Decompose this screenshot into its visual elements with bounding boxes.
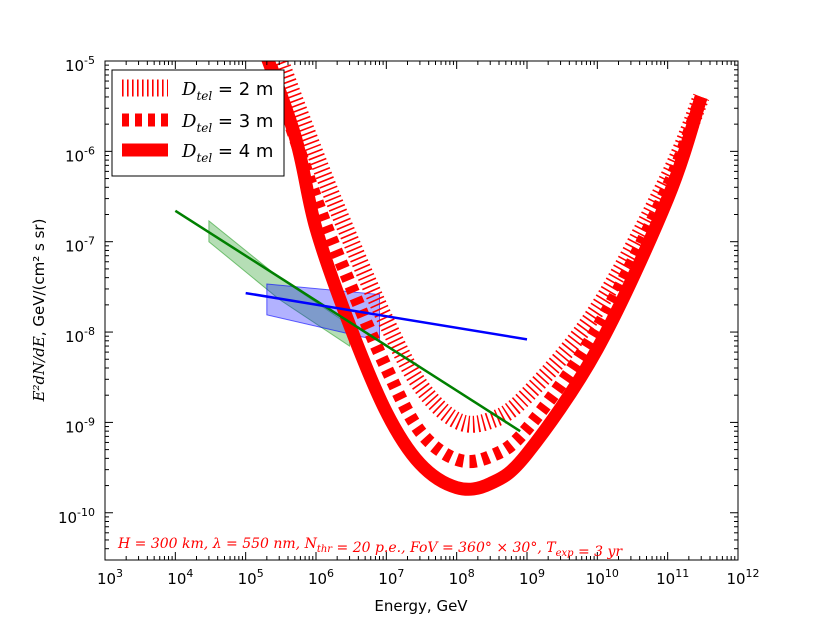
x-tick-label: 1011 bbox=[656, 567, 689, 588]
x-tick-label: 106 bbox=[308, 567, 334, 588]
green-spectrum-line bbox=[174, 209, 521, 433]
x-tick-label: 104 bbox=[167, 567, 193, 588]
x-tick-label: 108 bbox=[449, 567, 475, 588]
plot-frame bbox=[104, 60, 739, 561]
y-tick-label: 10-10 bbox=[58, 506, 95, 527]
sensitivity-curve-dashed bbox=[262, 61, 708, 469]
legend: Dtel = 2 m Dtel = 3 m Dtel = 4 m bbox=[111, 69, 285, 177]
sensitivity-curves bbox=[261, 61, 710, 496]
spectrum-lines bbox=[174, 209, 528, 433]
x-tick-label: 1010 bbox=[586, 567, 619, 588]
sensitivity-curve-solid bbox=[261, 61, 708, 496]
y-tick-label: 10-6 bbox=[65, 144, 95, 165]
y-tick-label: 10-9 bbox=[65, 415, 95, 436]
y-axis-label-text: , GeV/(cm² s sr) bbox=[30, 219, 48, 337]
y-tick-label: 10-8 bbox=[65, 325, 95, 346]
blue-spectrum-line bbox=[245, 291, 528, 341]
y-axis-label: E²dN/dE, GeV/(cm² s sr) bbox=[30, 219, 48, 403]
x-tick-label: 109 bbox=[519, 567, 545, 588]
y-tick-label: 10-7 bbox=[65, 235, 95, 256]
x-tick-label: 105 bbox=[238, 567, 264, 588]
parameters-annotation: H = 300 km, λ = 550 nm, Nthr = 20 p.e., … bbox=[117, 536, 623, 560]
svg-text:E²dN/dE, GeV/(cm² s sr): E²dN/dE, GeV/(cm² s sr) bbox=[30, 219, 48, 403]
y-tick-label: 10-5 bbox=[65, 54, 95, 75]
x-tick-label: 103 bbox=[97, 567, 123, 588]
sensitivity-curve-hatched bbox=[271, 61, 710, 433]
axis-ticks bbox=[104, 60, 739, 561]
x-tick-label: 107 bbox=[378, 567, 404, 588]
legend-label: Dtel = 2 m bbox=[181, 79, 273, 103]
tick-labels: 103 104 105 106 107 108 109 1010 1011 1012 10-10 10… bbox=[58, 54, 760, 588]
x-axis-label: Energy, GeV bbox=[374, 597, 468, 615]
legend-label: Dtel = 4 m bbox=[181, 141, 273, 165]
x-tick-label: 1012 bbox=[726, 567, 759, 588]
legend-label: Dtel = 3 m bbox=[181, 111, 273, 135]
y-axis-label-math: E²dN/dE bbox=[30, 336, 48, 402]
